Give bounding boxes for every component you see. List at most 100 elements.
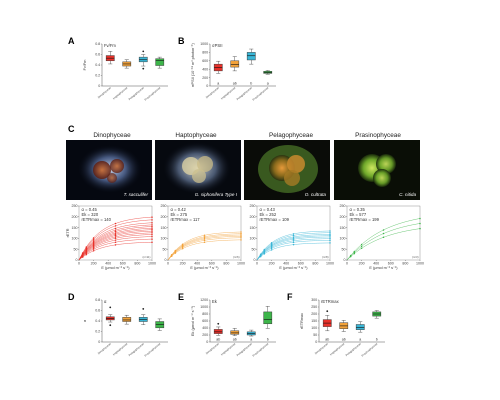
significance-letter: a bbox=[217, 82, 219, 86]
data-point bbox=[151, 219, 153, 221]
param-alpha: α = 0.43 bbox=[260, 207, 276, 212]
outlier-point bbox=[109, 324, 112, 327]
x-tick-label: 0 bbox=[346, 261, 348, 265]
y-tick-label: 1000 bbox=[200, 305, 208, 309]
y-tick-label: 250 bbox=[72, 204, 78, 208]
box bbox=[230, 60, 240, 68]
x-tick-label: 400 bbox=[194, 261, 200, 265]
data-point bbox=[329, 234, 331, 237]
x-tick-label: 1000 bbox=[148, 261, 156, 265]
group-title-layer: Dinophyceae Haptophyceae Pelagophyceae P… bbox=[93, 132, 401, 139]
data-point bbox=[92, 241, 95, 243]
y-tick-label: 150 bbox=[340, 226, 346, 230]
y-tick-label: 250 bbox=[340, 204, 346, 208]
y-axis-label: rETR bbox=[66, 228, 70, 237]
x-tick-label: 0 bbox=[256, 261, 258, 265]
y-tick-label: 0 bbox=[98, 340, 100, 344]
x-tick-label: 1000 bbox=[237, 261, 245, 265]
x-tick-label: 600 bbox=[298, 261, 304, 265]
y-tick-label: 50 bbox=[74, 247, 78, 251]
boxplot-f: rETRmaxrETRmax050100150200250300abDinoph… bbox=[300, 298, 385, 358]
data-point bbox=[92, 237, 95, 239]
box bbox=[246, 52, 256, 61]
panel-title: α bbox=[104, 299, 107, 304]
significance-letter: a bbox=[267, 82, 269, 86]
data-point bbox=[349, 254, 352, 257]
param-alpha: α = 0.35 bbox=[350, 207, 366, 212]
data-point bbox=[151, 228, 153, 231]
param-ek: Ek = 275 bbox=[171, 212, 188, 217]
y-tick-label: 600 bbox=[202, 319, 208, 323]
sample-size-label: (n=8) bbox=[322, 255, 329, 259]
boxplot-e: Ek Ek (μmol m⁻² s⁻¹) 0 200 400 600 800 1000 1200… bbox=[191, 298, 276, 358]
data-point bbox=[114, 222, 117, 225]
data-point bbox=[114, 233, 117, 235]
y-tick-label: 250 bbox=[250, 204, 256, 208]
y-tick-label: 0.4 bbox=[95, 63, 100, 67]
panel-label-d: D bbox=[68, 292, 75, 302]
sample-size-label: (n=6) bbox=[233, 255, 240, 259]
y-tick-label: 200 bbox=[340, 215, 346, 219]
panel-label-e: E bbox=[178, 292, 184, 302]
data-point bbox=[203, 239, 206, 242]
box bbox=[230, 330, 240, 335]
data-point bbox=[382, 232, 385, 235]
data-point bbox=[92, 250, 95, 252]
y-tick-label: 0 bbox=[315, 340, 317, 344]
data-point bbox=[151, 221, 153, 224]
y-tick-label: 0 bbox=[344, 258, 346, 262]
data-point bbox=[292, 236, 295, 238]
fit-curve bbox=[346, 223, 421, 261]
x-tick-label: 800 bbox=[402, 261, 408, 265]
fit-curve bbox=[346, 218, 421, 261]
y-tick-label: 400 bbox=[202, 326, 208, 330]
y-tick-label: 0.2 bbox=[95, 330, 100, 334]
data-point bbox=[151, 232, 153, 234]
x-tick-label: 800 bbox=[134, 261, 140, 265]
x-tick-label: 800 bbox=[223, 261, 229, 265]
data-point bbox=[151, 241, 153, 243]
data-point bbox=[382, 229, 385, 231]
x-tick-label: 0 bbox=[167, 261, 169, 265]
y-tick-label: 100 bbox=[311, 326, 317, 330]
data-point bbox=[382, 236, 385, 239]
data-point bbox=[114, 229, 117, 231]
data-point bbox=[92, 240, 95, 242]
y-axis-label: rETRmax bbox=[300, 313, 304, 329]
x-tick-label: 1000 bbox=[326, 261, 334, 265]
data-point bbox=[151, 225, 153, 228]
x-tick-label: 200 bbox=[91, 261, 97, 265]
y-tick-label: 200 bbox=[202, 76, 208, 80]
significance-letter: b bbox=[267, 338, 269, 342]
box bbox=[155, 58, 165, 66]
data-point bbox=[240, 236, 242, 239]
data-point bbox=[114, 241, 117, 243]
data-point bbox=[292, 237, 295, 239]
y-tick-label: 300 bbox=[311, 298, 317, 302]
data-point bbox=[114, 227, 117, 230]
micrograph-dinophyceae: T. sacculifer bbox=[66, 140, 152, 200]
y-tick-label: 200 bbox=[72, 215, 78, 219]
significance-letter: ab bbox=[233, 82, 237, 86]
x-tick-label: 200 bbox=[359, 261, 365, 265]
sample-size-label: (n=11) bbox=[143, 255, 151, 259]
data-point bbox=[114, 230, 117, 233]
data-point bbox=[151, 216, 153, 218]
y-axis-label: Fv/Fm bbox=[83, 60, 87, 71]
data-point bbox=[151, 227, 153, 229]
group-title-dinophyceae: Dinophyceae bbox=[93, 132, 131, 139]
data-point bbox=[114, 234, 117, 237]
data-point bbox=[181, 247, 184, 250]
data-point bbox=[151, 230, 153, 232]
category-label: Haptophyceae bbox=[220, 341, 237, 356]
param-alpha: α = 0.42 bbox=[171, 207, 187, 212]
significance-letter: b bbox=[376, 338, 378, 342]
y-tick-label: 50 bbox=[342, 247, 346, 251]
box bbox=[213, 329, 223, 334]
y-tick-label: 200 bbox=[202, 333, 208, 337]
